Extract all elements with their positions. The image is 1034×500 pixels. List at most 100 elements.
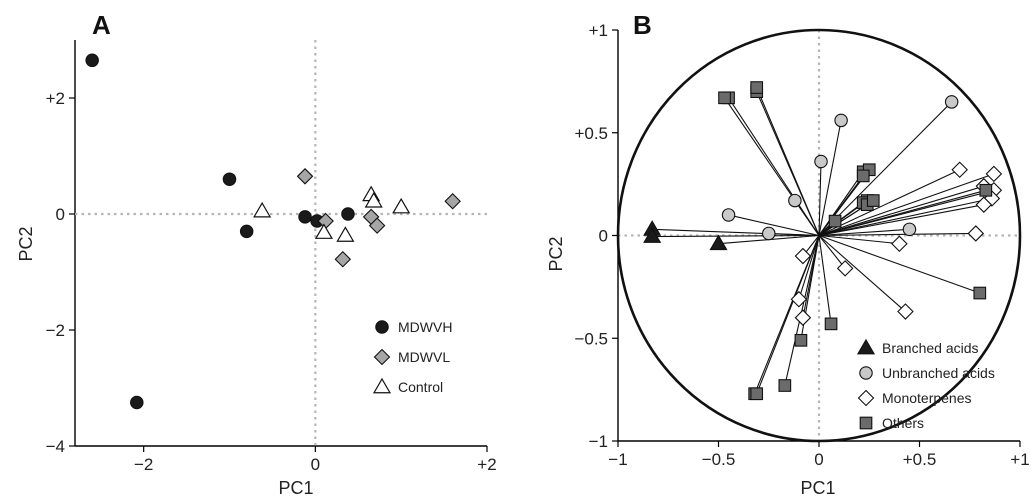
panel-b-legend-label-others: Others bbox=[882, 415, 924, 431]
panel-a-point-control bbox=[364, 192, 383, 208]
panel-b-loading-vector bbox=[756, 235, 820, 394]
panel-b-loading-vector bbox=[818, 235, 832, 324]
panel-b-x-tick-label: +1 bbox=[1010, 450, 1029, 469]
panel-b-loading-vector bbox=[818, 169, 960, 236]
panel-b-point-unbranched-acids bbox=[721, 208, 736, 222]
panel-b-point-monoterpenes bbox=[790, 290, 808, 308]
panel-b-point-monoterpenes bbox=[836, 260, 854, 277]
panel-b-loading-vector bbox=[818, 101, 953, 236]
panel-b-point-unbranched-acids bbox=[902, 222, 917, 237]
panel-b-legend-label-branched-acids: Branched acids bbox=[882, 340, 979, 356]
panel-b-x-tick-label: +0.5 bbox=[903, 450, 937, 469]
panel-b-loading-vector bbox=[756, 87, 820, 236]
panel-b-loading-vector bbox=[818, 232, 976, 237]
panel-b-loading-vector bbox=[818, 161, 822, 236]
panel-b-loading-vector bbox=[818, 120, 842, 236]
panel-b-loading-vector bbox=[818, 189, 986, 237]
panel-a-x-tick-label: 0 bbox=[311, 455, 320, 474]
panel-b-x-tick-label: 0 bbox=[814, 450, 823, 469]
panel-b-point-unbranched-acids bbox=[761, 226, 776, 241]
panel-a-legend-marker-control bbox=[372, 377, 392, 394]
panel-b-loading-vector bbox=[818, 228, 910, 237]
panel-b-point-others bbox=[750, 81, 764, 94]
panel-a: A PC1 PC2 −2 0 +2 −4 −2 0 +2 MDWVH MDWVL Control bbox=[16, 10, 497, 498]
panel-a-y-tick-label: −2 bbox=[46, 321, 65, 340]
panel-a-x-axis-label: PC1 bbox=[278, 478, 313, 498]
panel-b-loading-vector bbox=[728, 214, 820, 237]
panel-a-point-control bbox=[314, 223, 333, 239]
panel-b-legend-label-unbranched-acids: Unbranched acids bbox=[882, 365, 995, 381]
panel-b-x-axis-label: PC1 bbox=[800, 478, 835, 498]
panel-b-point-monoterpenes bbox=[951, 161, 968, 179]
panel-a-y-tick-label: −4 bbox=[46, 437, 65, 456]
panel-b-point-monoterpenes bbox=[891, 235, 908, 252]
panel-b-point-others bbox=[794, 333, 808, 347]
panel-a-point-mdwvh bbox=[298, 210, 312, 224]
panel-b-loading-vector bbox=[818, 197, 992, 237]
panel-b-point-unbranched-acids bbox=[788, 193, 802, 208]
panel-b-loading-vector bbox=[768, 232, 820, 237]
panel-b-point-others bbox=[866, 194, 880, 207]
panel-b-point-others bbox=[824, 317, 838, 331]
panel-b-legend-marker-others bbox=[859, 416, 873, 430]
panel-b-loading-vector bbox=[818, 234, 980, 294]
panel-a-letter: A bbox=[92, 10, 111, 40]
panel-b-point-branched-acids bbox=[709, 234, 728, 251]
panel-b-loading-vector bbox=[818, 204, 984, 237]
panel-b-y-axis-label: PC2 bbox=[546, 236, 566, 271]
panel-a-y-tick-label: 0 bbox=[56, 205, 65, 224]
panel-b-y-tick-label: +1 bbox=[589, 21, 608, 40]
panel-a-legend-label-control: Control bbox=[398, 379, 443, 395]
panel-a-y-tick-label: +2 bbox=[46, 89, 65, 108]
panel-a-legend-marker-mdwvh bbox=[375, 320, 389, 334]
panel-b-x-tick-label: −0.5 bbox=[702, 450, 736, 469]
panel-b-point-monoterpenes bbox=[985, 165, 1003, 183]
panel-b-loading-vector bbox=[724, 97, 820, 236]
panel-b-legend: Branched acids Unbranched acids Monoterpen… bbox=[856, 338, 995, 431]
panel-a-x-tick-label: +2 bbox=[477, 455, 496, 474]
panel-b-point-others bbox=[718, 91, 731, 105]
panel-a-point-mdwvh bbox=[85, 53, 99, 68]
panel-a-y-axis-label: PC2 bbox=[16, 226, 36, 261]
panel-b-point-others bbox=[856, 169, 870, 183]
panel-b-point-others bbox=[979, 183, 993, 197]
panel-a-point-mdwvl bbox=[296, 168, 314, 185]
panel-a-point-mdwvh bbox=[130, 395, 144, 410]
panel-a-legend-label-mdwvl: MDWVL bbox=[398, 349, 450, 365]
panel-b-loading-vector bbox=[818, 175, 864, 236]
panel-a-legend-marker-mdwvl bbox=[373, 348, 391, 366]
panel-a-point-control bbox=[253, 201, 272, 218]
panel-b-legend-label-monoterpenes: Monoterpenes bbox=[882, 390, 972, 406]
panel-a-point-control bbox=[336, 226, 355, 242]
panel-b-legend-marker-branched-acids bbox=[856, 338, 876, 355]
panel-b-x-tick-label: −1 bbox=[608, 450, 627, 469]
panel-b-point-unbranched-acids bbox=[814, 154, 828, 169]
panel-b-y-tick-label: 0 bbox=[599, 227, 608, 246]
panel-b-y-tick-label: −0.5 bbox=[574, 329, 608, 348]
panel-b-loading-vector bbox=[818, 234, 900, 245]
panel-b: B PC1 PC2 −1 −0.5 0 +0.5 +1 −1 −0.5 0 +0.5 +1 Bran… bbox=[546, 10, 1030, 498]
panel-a-x-tick-label: −2 bbox=[134, 455, 153, 474]
panel-b-point-monoterpenes bbox=[794, 309, 812, 326]
panel-b-point-monoterpenes bbox=[794, 247, 812, 265]
panel-b-loading-vector bbox=[818, 235, 906, 312]
panel-a-point-mdwvh bbox=[222, 172, 237, 186]
panel-b-y-tick-label: +0.5 bbox=[574, 124, 608, 143]
panel-b-point-others bbox=[778, 379, 792, 392]
panel-b-loading-vector bbox=[818, 185, 984, 237]
panel-a-point-control bbox=[392, 197, 411, 214]
panel-b-point-unbranched-acids bbox=[944, 95, 959, 109]
panel-a-point-mdwvl bbox=[368, 217, 386, 234]
panel-b-point-unbranched-acids bbox=[834, 113, 848, 128]
panel-b-unit-circle bbox=[616, 28, 1022, 443]
panel-b-point-monoterpenes bbox=[897, 303, 914, 320]
panel-a-legend-label-mdwvh: MDWVH bbox=[398, 319, 452, 335]
panel-b-loading-vector bbox=[652, 234, 820, 238]
panel-a-point-mdwvl bbox=[334, 250, 352, 268]
panel-b-loading-vector bbox=[818, 235, 846, 269]
panel-b-point-others bbox=[973, 286, 987, 300]
panel-b-loading-vector bbox=[818, 173, 995, 237]
panel-a-point-mdwvh bbox=[341, 207, 355, 221]
panel-b-letter: B bbox=[633, 10, 652, 40]
panel-b-loading-vector bbox=[798, 235, 820, 300]
